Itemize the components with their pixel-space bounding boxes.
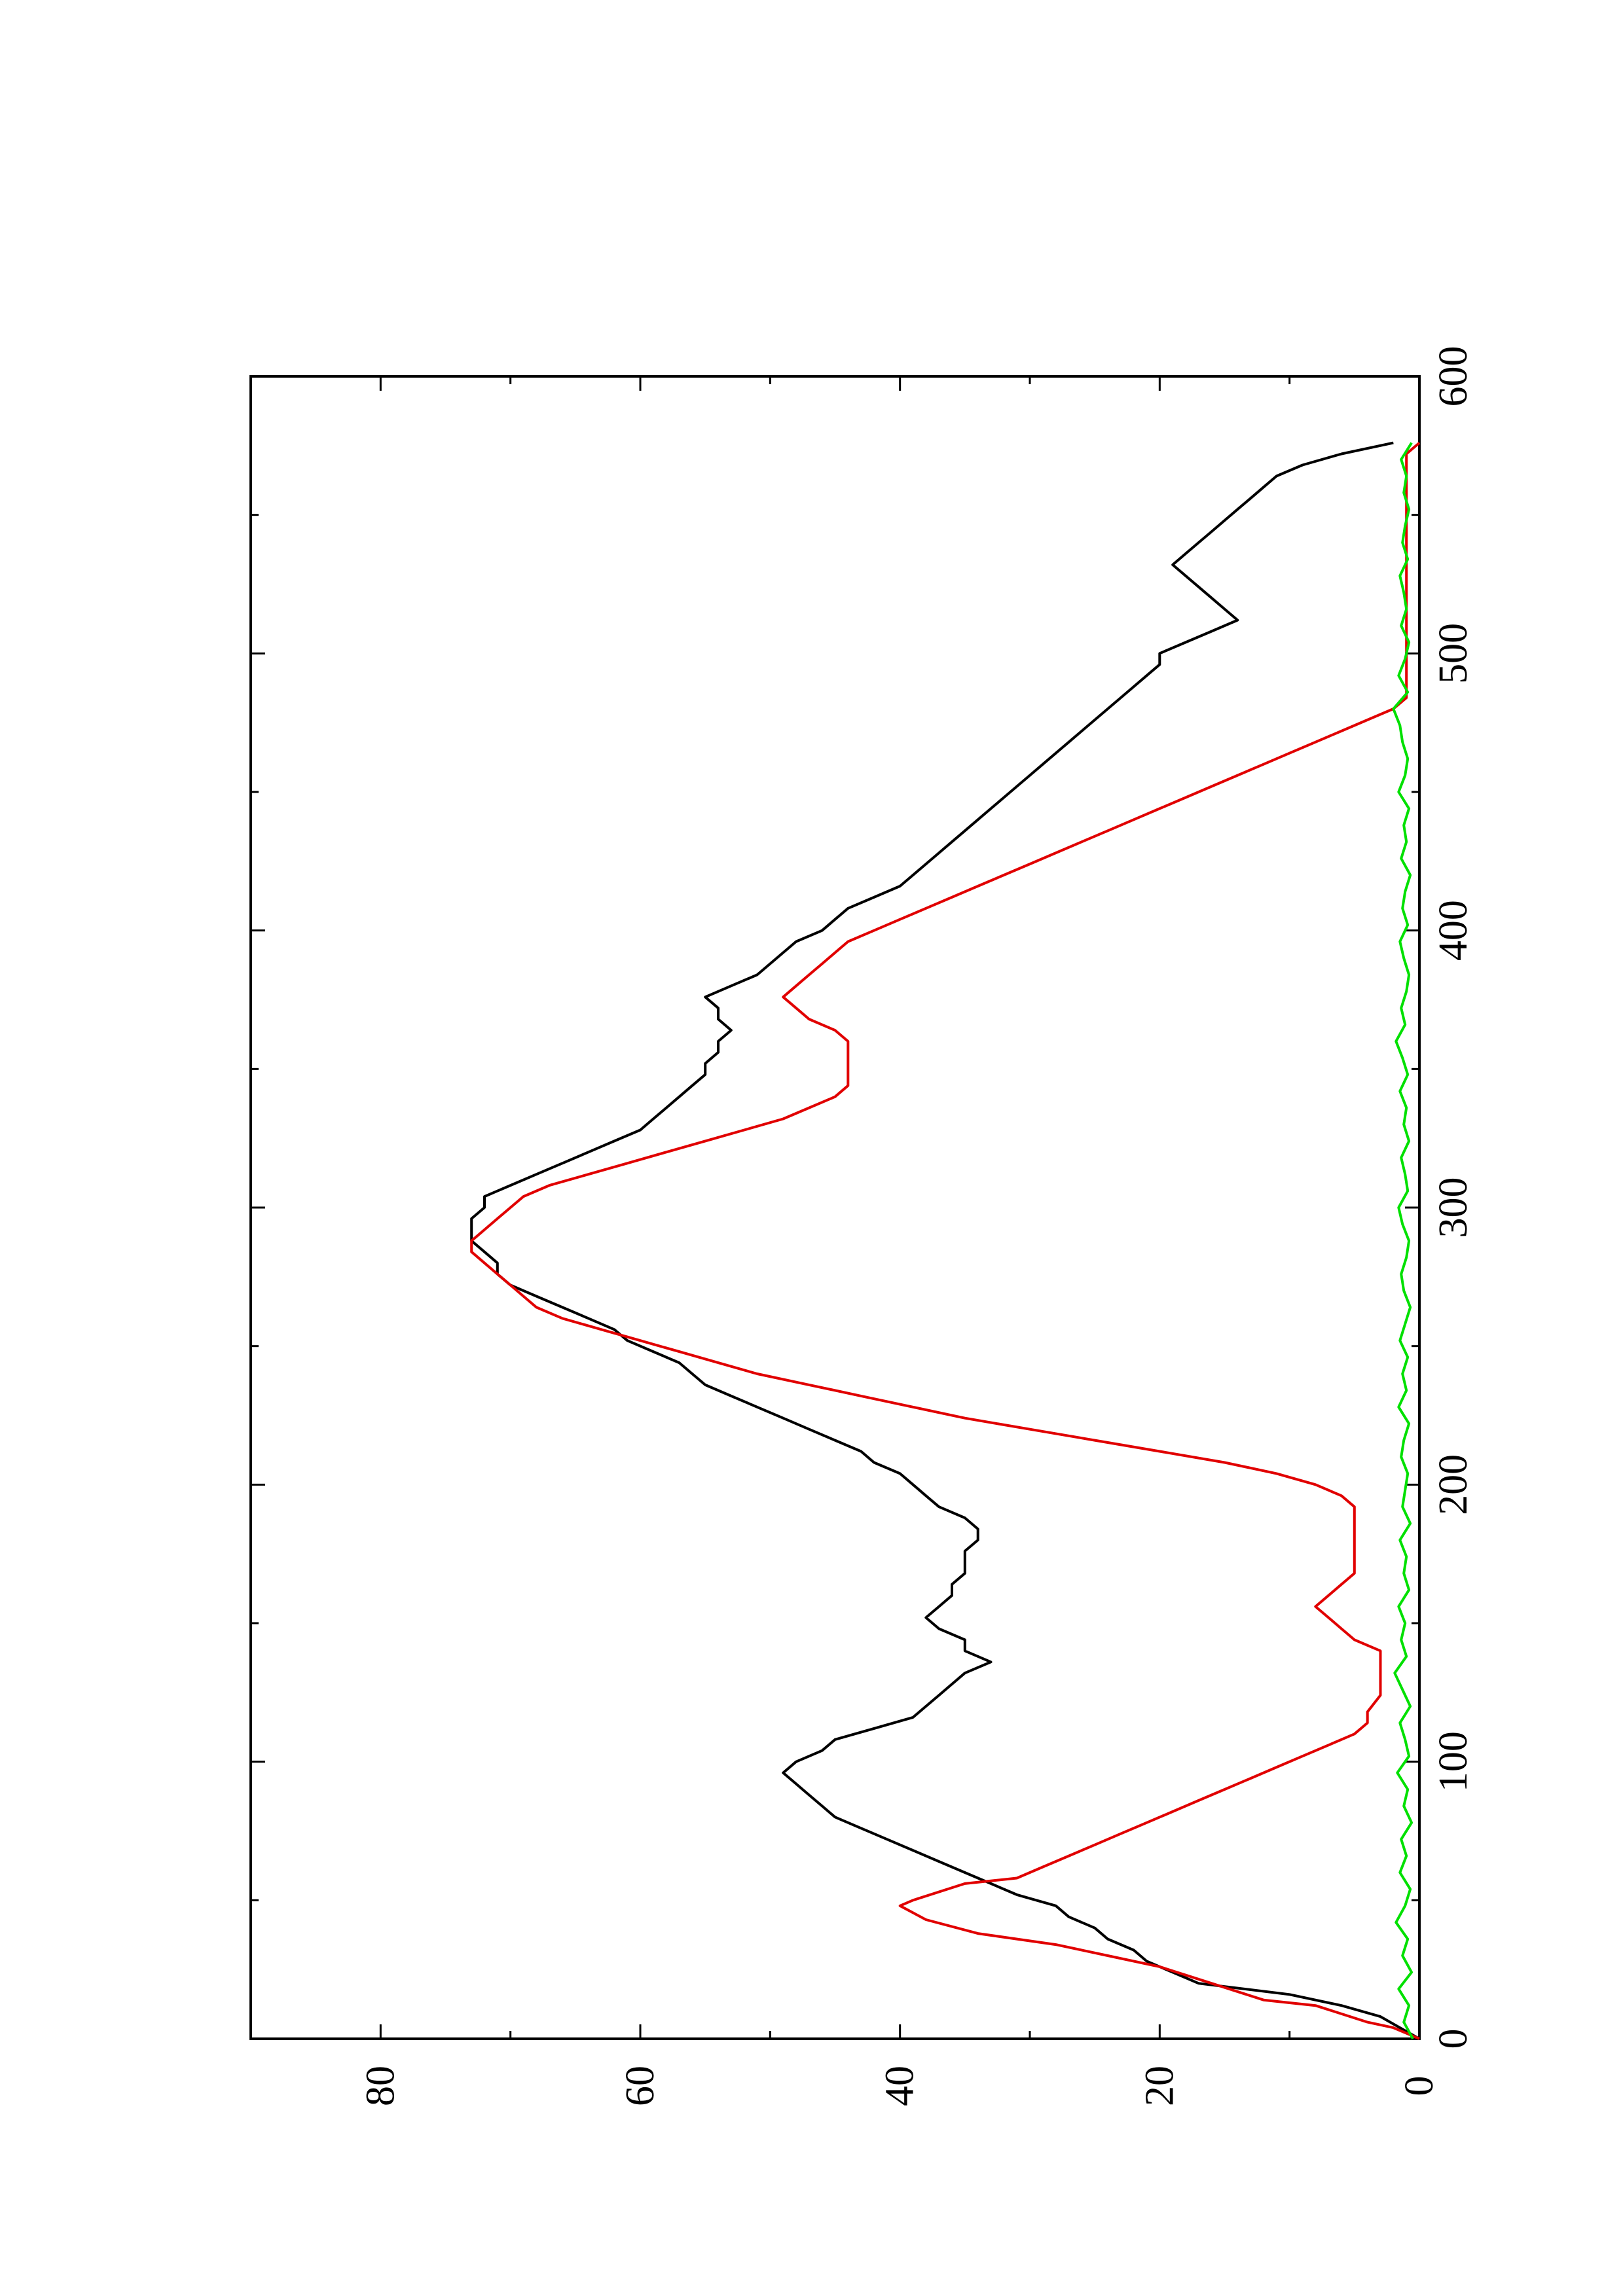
series-line-2 xyxy=(470,442,1421,2040)
y-tick-label: 20 xyxy=(1137,2066,1182,2106)
x-tick-label: 600 xyxy=(1431,346,1476,407)
x-tick-label: 300 xyxy=(1431,1177,1476,1238)
y-tick-label: 60 xyxy=(618,2066,663,2106)
axis-tick-labels: 0 100 200 300 400 500 600 0 20 40 60 80 xyxy=(358,346,1476,2107)
series-line-1 xyxy=(470,441,1420,2040)
x-tick-label: 0 xyxy=(1431,2029,1476,2049)
plot-frame xyxy=(249,375,1421,2040)
axis-ticks xyxy=(249,375,1421,2040)
x-tick-label: 200 xyxy=(1431,1454,1476,1515)
x-tick-label: 100 xyxy=(1431,1731,1476,1792)
series-lines xyxy=(470,441,1421,2040)
series-line-3 xyxy=(1392,442,1414,2039)
y-tick-label: 80 xyxy=(358,2066,403,2106)
x-tick-label: 500 xyxy=(1431,623,1476,684)
x-tick-label: 400 xyxy=(1431,900,1476,961)
y-tick-label: 40 xyxy=(878,2066,922,2106)
y-tick-label: 0 xyxy=(1397,2076,1442,2096)
